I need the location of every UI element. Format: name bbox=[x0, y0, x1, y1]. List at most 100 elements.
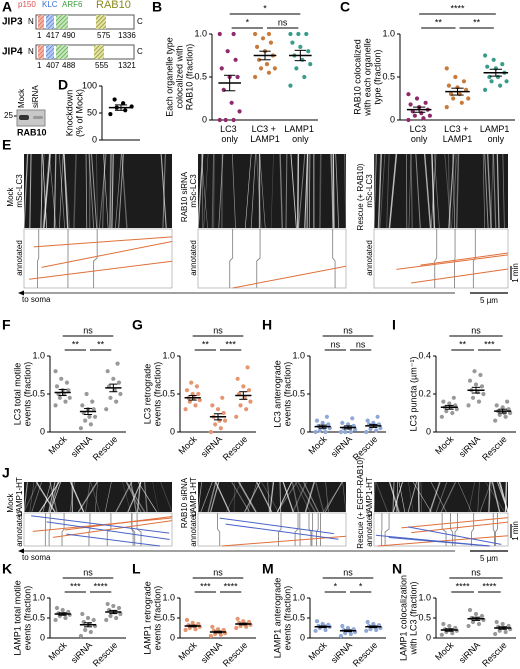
x-tick-label: LC3 only bbox=[220, 124, 239, 144]
data-point bbox=[290, 40, 295, 45]
protein-name: JIP3 bbox=[2, 17, 23, 28]
kymograph-track bbox=[448, 153, 455, 229]
data-point bbox=[63, 399, 68, 404]
kymograph-track bbox=[91, 153, 98, 229]
annotation-stationary bbox=[88, 513, 91, 546]
annotation-retrograde bbox=[420, 252, 509, 266]
data-point bbox=[193, 627, 198, 632]
sig-label: ns bbox=[213, 325, 223, 335]
y-axis-label: RAB10 colocalized bbox=[352, 39, 362, 115]
kymograph-track bbox=[23, 481, 39, 513]
data-point bbox=[116, 380, 122, 385]
annotation-stationary bbox=[494, 513, 498, 546]
kymograph-track bbox=[373, 481, 376, 513]
data-point bbox=[441, 399, 446, 404]
data-point bbox=[506, 623, 511, 629]
kymograph-track bbox=[373, 153, 377, 229]
kymograph-track bbox=[308, 153, 311, 229]
data-point bbox=[217, 31, 222, 37]
position: 1336 bbox=[118, 31, 136, 40]
kymograph-track bbox=[408, 153, 412, 229]
panel-letter: E bbox=[2, 137, 11, 153]
data-point bbox=[487, 74, 492, 80]
data-point bbox=[53, 369, 58, 374]
kymograph-track bbox=[504, 481, 508, 513]
error-bar bbox=[58, 388, 67, 397]
data-point bbox=[80, 611, 85, 617]
condition-label: RAB10 siRNA bbox=[180, 477, 189, 528]
y-tick-label: 0 bbox=[390, 114, 395, 124]
annotated-label: annotated bbox=[15, 511, 24, 547]
data-point bbox=[184, 388, 190, 393]
y-tick-label: 0 bbox=[170, 426, 175, 436]
sig-label: ns bbox=[278, 17, 288, 27]
y-axis-label: LAMP1 colocalization bbox=[398, 575, 408, 661]
sig-label: *** bbox=[70, 581, 81, 591]
data-point bbox=[266, 70, 272, 75]
data-point bbox=[427, 113, 432, 118]
kymograph-track bbox=[484, 153, 489, 229]
data-point bbox=[470, 395, 476, 400]
error-bar bbox=[445, 628, 454, 632]
sig-label: ns bbox=[471, 567, 481, 577]
kymograph-track bbox=[322, 481, 344, 513]
x-tick-label: LC3 + LAMP1 bbox=[250, 124, 280, 144]
data-point bbox=[116, 605, 122, 611]
data-point bbox=[256, 57, 262, 62]
blot: Mock siRNA 25 RAB10 bbox=[4, 85, 47, 138]
position: 1321 bbox=[118, 61, 136, 70]
annotation-retrograde bbox=[232, 265, 347, 289]
y-axis-label: events (fraction) bbox=[282, 362, 292, 427]
data-point bbox=[505, 399, 510, 404]
kymograph-track bbox=[455, 153, 460, 229]
kymograph-track bbox=[31, 481, 42, 513]
panel-letter: D bbox=[58, 77, 68, 93]
y-tick-label: 0 bbox=[300, 632, 305, 642]
data-point bbox=[215, 407, 221, 412]
error-bar bbox=[318, 424, 327, 429]
kymograph-track bbox=[23, 481, 28, 513]
kymograph-track bbox=[315, 481, 325, 513]
data-point bbox=[112, 97, 117, 102]
condition-label: RAB10 siRNA bbox=[180, 171, 189, 222]
data-point bbox=[88, 629, 93, 635]
sig-label: **** bbox=[224, 581, 239, 591]
annotated-frame bbox=[197, 228, 347, 289]
data-point bbox=[81, 619, 86, 625]
data-point bbox=[246, 619, 252, 625]
data-point bbox=[497, 412, 502, 417]
data-point bbox=[500, 405, 505, 410]
y-tick-label: 1.0 bbox=[32, 350, 45, 360]
kymograph-track bbox=[58, 153, 66, 229]
y-tick-label: 100 bbox=[82, 80, 97, 90]
kymograph-track bbox=[53, 153, 57, 229]
domain bbox=[56, 45, 68, 59]
data-point bbox=[104, 617, 109, 623]
kymograph-track bbox=[498, 481, 509, 513]
data-point bbox=[491, 57, 496, 62]
data-point bbox=[208, 633, 214, 639]
data-point bbox=[87, 414, 92, 419]
sig-label: ** bbox=[459, 339, 467, 349]
c-term: C bbox=[137, 17, 143, 26]
data-point bbox=[414, 96, 420, 101]
error-bar bbox=[188, 395, 197, 401]
kymograph-track bbox=[485, 481, 505, 513]
blot-band bbox=[33, 116, 43, 119]
data-point bbox=[57, 395, 62, 400]
sig-label: *** bbox=[200, 581, 211, 591]
data-point bbox=[340, 420, 345, 425]
data-point bbox=[221, 87, 226, 92]
panel-letter: L bbox=[132, 561, 141, 577]
kymograph-track bbox=[277, 481, 293, 513]
condition-label: Mock bbox=[6, 186, 15, 206]
kymograph-track bbox=[435, 481, 448, 513]
data-point bbox=[210, 403, 215, 408]
data-point bbox=[503, 629, 508, 635]
data-point bbox=[288, 31, 293, 37]
kymograph-track bbox=[279, 481, 282, 513]
data-point bbox=[105, 369, 110, 374]
error-bar bbox=[239, 391, 248, 400]
position: 555 bbox=[95, 61, 109, 70]
kymograph-track bbox=[451, 153, 458, 229]
